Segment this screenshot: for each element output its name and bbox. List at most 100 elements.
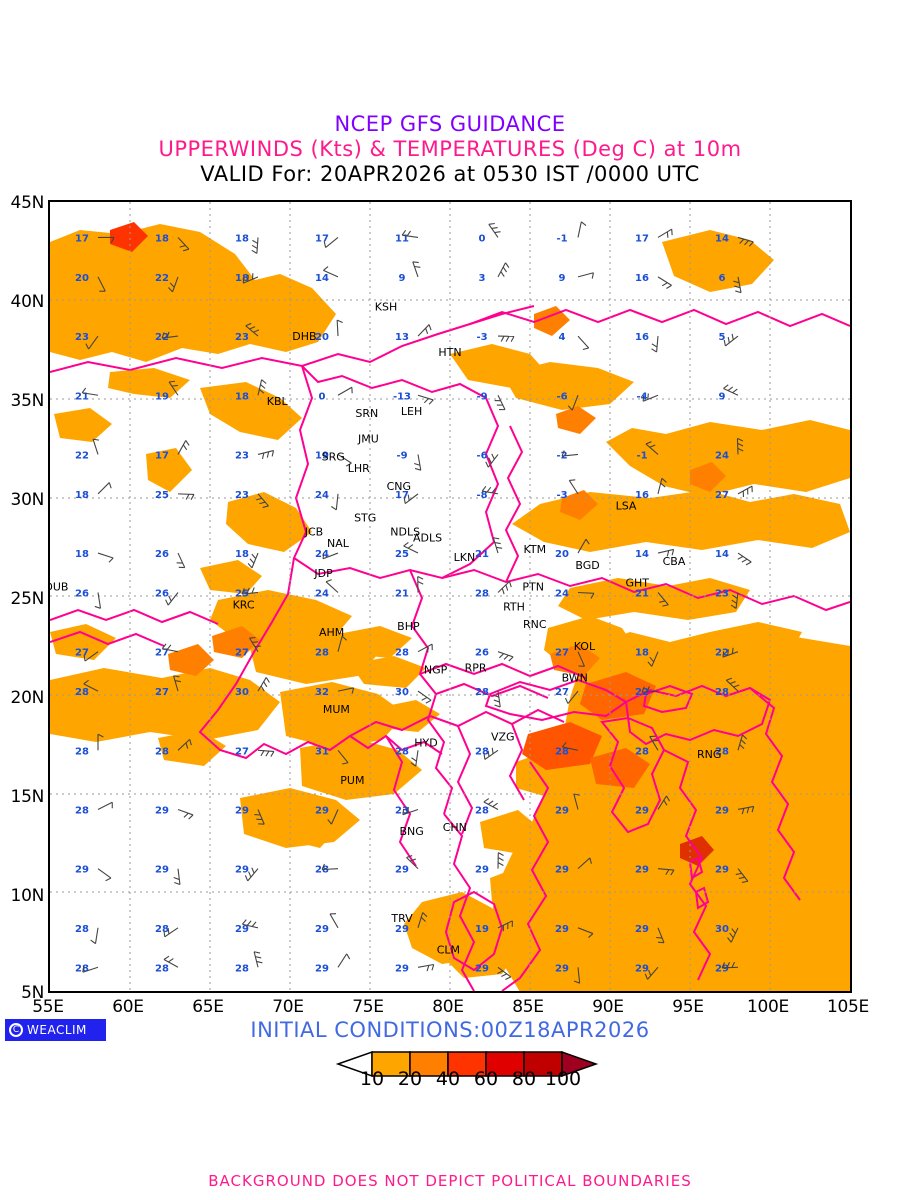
temperature-value: 22	[715, 648, 729, 659]
wind-barb	[649, 735, 659, 751]
lat-label-40n: 40N	[10, 292, 45, 312]
weaclim-logo-badge[interactable]: C WEACLIM	[5, 1019, 106, 1041]
wind-barb	[657, 592, 669, 607]
station-label-pum: PUM	[340, 774, 364, 787]
temperature-value: 29	[635, 963, 649, 974]
temperature-value: 20	[315, 332, 329, 343]
temperature-value: 27	[75, 648, 89, 659]
wind-barb	[577, 272, 594, 279]
temperature-value: 23	[75, 332, 89, 343]
station-label-bng: BNG	[399, 825, 423, 838]
temperature-value: 28	[475, 805, 489, 816]
wind-barb	[497, 262, 510, 278]
temperature-value: -3	[476, 332, 487, 343]
station-label-jdp: JDP	[313, 567, 333, 580]
temperature-value: -1	[636, 450, 647, 461]
colorbar[interactable]	[0, 1050, 900, 1082]
wind-barb	[323, 237, 339, 248]
temperature-value: 29	[635, 924, 649, 935]
station-label-leh: LEH	[401, 405, 422, 418]
observation-layer: 17 18 18 17 11 0 -1 17 14 20 22 18 14 9 3 9 16 6 23 22 23 20 1…	[75, 221, 755, 984]
wind-barb	[657, 548, 675, 557]
station-label-dhb: DHB	[292, 330, 316, 343]
temperature-value: 29	[315, 963, 329, 974]
temperature-value: 18	[635, 648, 649, 659]
wind-barb	[723, 333, 739, 347]
wind-barb	[641, 686, 659, 693]
wind-barb	[727, 927, 739, 943]
temperature-value: 17	[395, 490, 409, 501]
wind-barb	[417, 963, 435, 972]
temperature-value: -3	[556, 490, 567, 501]
wind-barb	[337, 953, 351, 968]
temperature-value: -9	[396, 450, 407, 461]
initial-conditions-label: INITIAL CONDITIONS:00Z18APR2026	[250, 1018, 650, 1042]
wind-barb	[177, 493, 195, 500]
wind-barb	[322, 552, 339, 560]
temperature-value: 29	[395, 924, 409, 935]
wind-barb	[737, 805, 755, 815]
wind-barb	[406, 855, 419, 870]
wind-barb	[255, 493, 269, 508]
wind-barb	[97, 868, 112, 882]
temperature-value: 29	[235, 865, 249, 876]
temperature-value: 28	[715, 687, 729, 698]
wind-barb	[647, 651, 659, 667]
wind-barb	[168, 276, 179, 293]
wind-barb	[651, 336, 659, 353]
wind-barb	[244, 867, 259, 882]
station-label-clm: CLM	[437, 944, 460, 957]
wind-barb	[253, 951, 263, 968]
station-label-lsa: LSA	[616, 500, 637, 513]
wind-barb	[417, 324, 432, 337]
wind-barb	[163, 955, 179, 968]
wind-barb	[483, 798, 499, 810]
lon-label-95e: 95E	[672, 997, 704, 1017]
temperature-value: 29	[395, 865, 409, 876]
wind-barb	[337, 749, 349, 765]
weather-map[interactable]: 17 18 18 17 11 0 -1 17 14 20 22 18 14 9 3 9 16 6 23 22 23 20 1…	[48, 200, 852, 993]
station-label-bgd: BGD	[575, 559, 599, 572]
temperature-value: 9	[399, 273, 406, 284]
temperature-value: 20	[75, 273, 89, 284]
wind-barb	[573, 967, 581, 984]
temperature-value: 29	[715, 963, 729, 974]
wind-barb	[737, 734, 748, 751]
wind-barb	[329, 913, 339, 929]
wind-barb	[657, 477, 667, 495]
temperature-value: 28	[75, 687, 89, 698]
temperature-value: -6	[476, 450, 487, 461]
wind-barb	[249, 637, 261, 652]
temperature-value: -1	[556, 233, 567, 244]
colorbar-right-arrow	[561, 1050, 599, 1078]
station-label-vzg: VZG	[491, 730, 515, 743]
lat-label-45n: 45N	[10, 193, 45, 213]
wind-barb	[403, 541, 419, 554]
temperature-value: 28	[635, 746, 649, 757]
wind-barb	[561, 741, 579, 751]
station-label-kol: KOL	[574, 640, 596, 653]
wind-barb	[657, 795, 671, 810]
temperature-value: 29	[715, 865, 729, 876]
wind-barb	[492, 537, 503, 554]
wind-barb	[564, 690, 579, 704]
station-label-lhr: LHR	[348, 462, 370, 475]
lon-label-55e: 55E	[32, 997, 64, 1017]
wind-barb	[410, 750, 419, 767]
temperature-value: 20	[555, 549, 569, 560]
wind-barb	[165, 592, 179, 606]
temperature-value: 22	[635, 687, 649, 698]
temperature-value: 29	[315, 924, 329, 935]
temperature-value: 28	[715, 746, 729, 757]
temperature-value: 27	[235, 648, 249, 659]
temperature-value: 29	[555, 924, 569, 935]
wind-barb	[577, 927, 594, 938]
wind-barb	[83, 679, 99, 692]
wind-barb	[645, 441, 659, 455]
temperature-value: 16	[635, 332, 649, 343]
title-product: UPPERWINDS (Kts) & TEMPERATURES (Deg C) …	[158, 136, 742, 161]
wind-barb	[168, 380, 179, 396]
station-label-htn: HTN	[438, 346, 461, 359]
wind-barb	[573, 793, 580, 810]
colorbar-cell-80	[523, 1051, 563, 1077]
